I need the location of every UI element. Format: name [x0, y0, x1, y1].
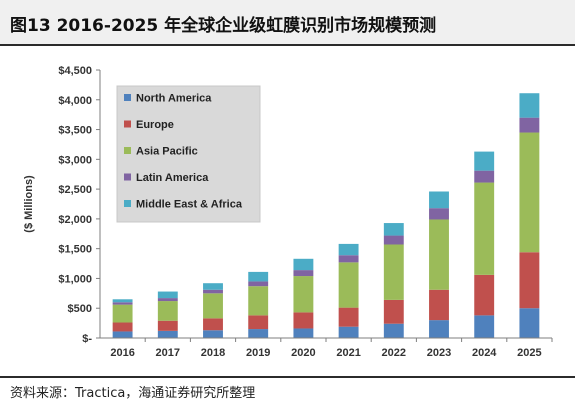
- stacked-bar-chart: ($ Millions) $- $500 $1,000 $1,500 $2,000 $2,…: [23, 65, 553, 359]
- y-tick-label: $3,000: [58, 154, 92, 166]
- legend-swatch: [124, 173, 131, 181]
- bar-segment: [383, 235, 404, 245]
- y-tick-label: $2,000: [58, 214, 92, 226]
- legend-label: Europe: [136, 119, 174, 131]
- bar-segment: [203, 318, 223, 331]
- bar-segment: [293, 276, 314, 313]
- bar-segment: [157, 320, 178, 331]
- y-tick-label: $3,500: [58, 125, 92, 137]
- bar-segment: [338, 262, 359, 308]
- bar-segment: [293, 258, 314, 271]
- legend-label: Middle East & Africa: [136, 199, 243, 211]
- source-divider: [0, 376, 575, 378]
- bar-segment: [338, 255, 359, 263]
- bar-segment: [248, 281, 269, 287]
- bar-segment: [203, 293, 223, 319]
- bar-segment: [429, 320, 449, 338]
- x-tick-label: 2020: [291, 347, 315, 359]
- bar-segment: [248, 315, 269, 330]
- bar-segment: [293, 328, 314, 338]
- x-tick-label: 2019: [246, 347, 270, 359]
- bar-segment: [338, 326, 359, 338]
- bar-segment: [203, 283, 223, 290]
- bar-segment: [157, 298, 178, 302]
- bar-segment: [112, 302, 133, 305]
- bar-segment: [474, 151, 495, 171]
- bar-segment: [112, 322, 133, 332]
- bar-segment: [429, 219, 449, 290]
- y-tick-label: $4,000: [58, 95, 92, 107]
- legend-swatch: [124, 200, 131, 207]
- legend-label: North America: [136, 93, 212, 105]
- legend-swatch: [124, 120, 131, 128]
- legend-swatch: [124, 94, 131, 101]
- bar-segment: [157, 330, 178, 338]
- bar-segment: [519, 308, 540, 338]
- bar-segment: [203, 289, 223, 294]
- bar-segment: [429, 289, 449, 321]
- bar-segment: [383, 299, 404, 324]
- bar-segment: [519, 93, 540, 118]
- x-tick-label: 2022: [382, 347, 406, 359]
- bar-segment: [248, 271, 269, 282]
- bar-segment: [112, 299, 133, 303]
- bar-segment: [383, 244, 404, 300]
- x-tick-label: 2018: [201, 347, 225, 359]
- y-tick-label: $4,500: [58, 65, 92, 77]
- y-tick-label: $500: [68, 303, 92, 315]
- y-axis-title-group: ($ Millions): [23, 175, 35, 233]
- y-tick-label: $-: [82, 333, 92, 345]
- bar-segment: [203, 330, 223, 338]
- y-tick-label: $1,000: [58, 273, 92, 285]
- bar-segment: [293, 312, 314, 329]
- bar-segment: [474, 170, 495, 183]
- axes-group: $- $500 $1,000 $1,500 $2,000 $2,500 $3,000 $3,5…: [58, 65, 553, 359]
- bar-segment: [474, 274, 495, 316]
- bar-segment: [474, 182, 495, 275]
- x-tick-label: 2023: [427, 347, 451, 359]
- bar-segment: [519, 252, 540, 309]
- bar-segment: [519, 117, 540, 133]
- x-tick-label: 2016: [110, 347, 134, 359]
- bar-segment: [383, 323, 404, 338]
- bar-segment: [157, 301, 178, 321]
- bar-segment: [248, 286, 269, 316]
- legend-swatch: [124, 147, 131, 154]
- x-tick-label: 2021: [336, 347, 360, 359]
- source-note: 资料来源：Tractica，海通证券研究所整理: [10, 386, 256, 401]
- legend-label: Latin America: [136, 172, 209, 184]
- legend: North America Europe Asia Pacific Latin Ame…: [116, 85, 261, 223]
- x-tick-label: 2025: [517, 347, 541, 359]
- x-tick-label: 2024: [472, 347, 497, 359]
- y-tick-label: $1,500: [58, 244, 92, 256]
- figure-title-bar: 图13 2016-2025 年全球企业级虹膜识别市场规模预测: [0, 0, 575, 46]
- bars-group: [112, 93, 540, 338]
- legend-box: [116, 85, 261, 223]
- bar-segment: [383, 223, 404, 236]
- bar-segment: [112, 304, 133, 323]
- figure-title: 图13 2016-2025 年全球企业级虹膜识别市场规模预测: [10, 16, 437, 36]
- y-tick-label: $2,500: [58, 184, 92, 196]
- x-tick-label: 2017: [156, 347, 180, 359]
- y-axis-title: ($ Millions): [23, 175, 35, 233]
- bar-segment: [248, 329, 269, 338]
- bar-segment: [429, 208, 449, 220]
- bar-segment: [293, 270, 314, 277]
- bar-segment: [112, 331, 133, 338]
- bar-segment: [474, 315, 495, 338]
- legend-label: Asia Pacific: [136, 146, 198, 158]
- bar-segment: [429, 191, 449, 209]
- bar-segment: [338, 307, 359, 327]
- bar-segment: [519, 132, 540, 253]
- bar-segment: [157, 291, 178, 299]
- bar-segment: [338, 243, 359, 256]
